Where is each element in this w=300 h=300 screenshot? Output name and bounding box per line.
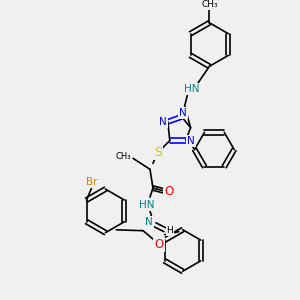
Text: CH₃: CH₃ (116, 152, 131, 161)
Text: O: O (154, 238, 164, 251)
Text: HN: HN (184, 84, 199, 94)
Text: HN: HN (139, 200, 155, 210)
Text: N: N (145, 217, 153, 227)
Text: N: N (187, 136, 194, 146)
Text: H: H (167, 226, 173, 235)
Text: N: N (159, 117, 167, 127)
Text: S: S (154, 146, 162, 159)
Text: Br: Br (86, 177, 97, 187)
Text: N: N (179, 108, 187, 118)
Text: O: O (164, 184, 173, 198)
Text: CH₃: CH₃ (201, 0, 218, 9)
